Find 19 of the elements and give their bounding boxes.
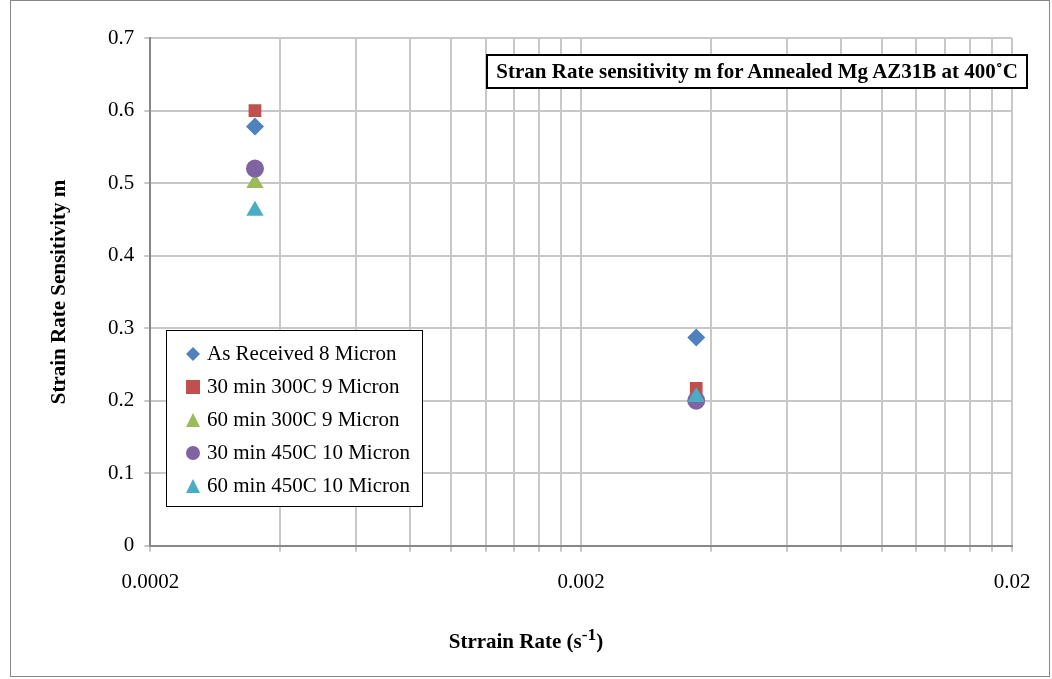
x-tick-label: 0.02 xyxy=(993,568,1031,593)
y-tick-label: 0.3 xyxy=(108,314,135,339)
text: Stran Rate sensitivity m for Annealed Mg AZ31B at 400˚C xyxy=(486,54,1028,89)
y-tick-label: 0.5 xyxy=(108,169,135,194)
y-tick-label: 0.1 xyxy=(108,459,135,484)
y-tick-label: 0 xyxy=(123,532,135,557)
y-tick-label: 0.4 xyxy=(108,242,135,267)
y-tick-label: 0.6 xyxy=(108,97,135,122)
y-tick-label: 0.2 xyxy=(108,387,135,412)
y-axis-title: Strain Rate Sensitivity m xyxy=(45,179,71,405)
x-tick-label: 0.0002 xyxy=(121,568,180,593)
legend-label: 30 min 300C 9 Micron xyxy=(207,374,400,399)
legend-label: 30 min 450C 10 Micron xyxy=(207,440,410,465)
legend-label: 60 min 300C 9 Micron xyxy=(207,407,400,432)
legend-label: As Received 8 Micron xyxy=(207,341,397,366)
legend-label: 60 min 450C 10 Micron xyxy=(207,473,410,498)
x-axis-title: Strrain Rate (s$^{-1}$) xyxy=(447,624,605,654)
y-tick-label: 0.7 xyxy=(108,24,135,49)
x-tick-label: 0.002 xyxy=(557,568,605,593)
